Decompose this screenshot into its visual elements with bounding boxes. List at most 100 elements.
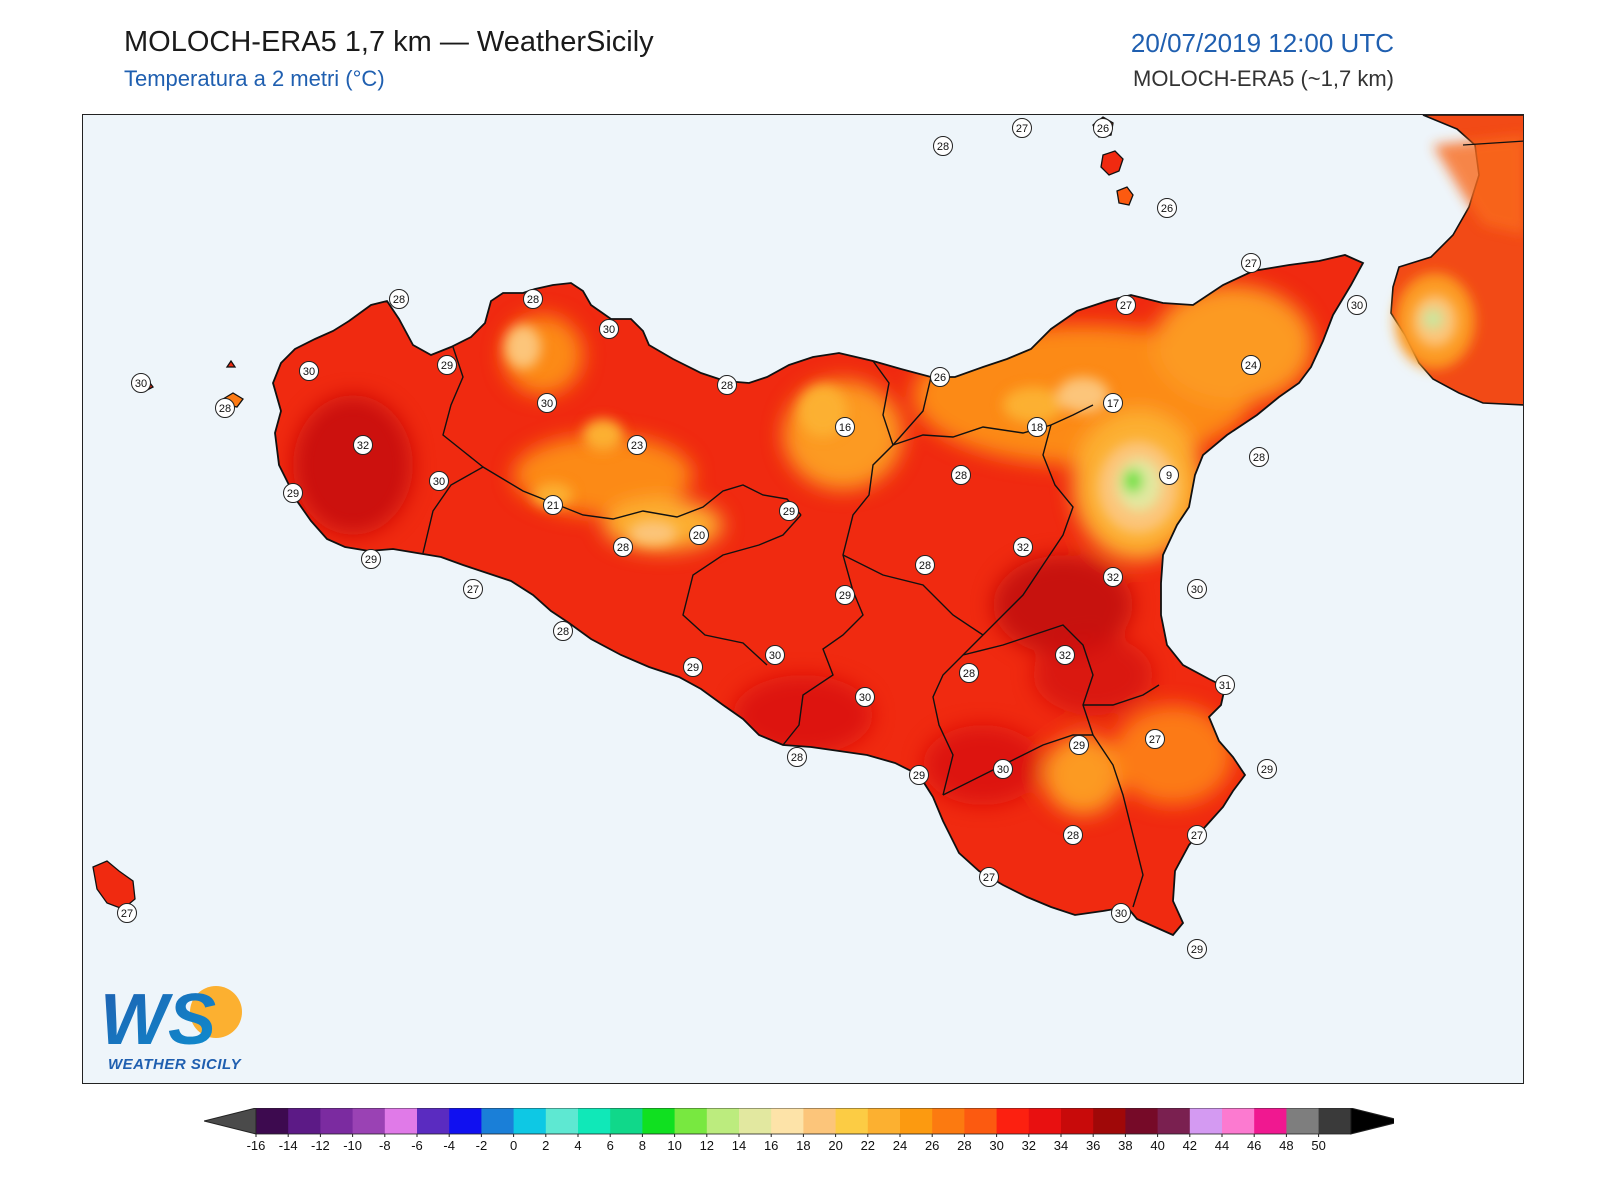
svg-text:29: 29 (365, 554, 377, 566)
temperature-label: 28 (787, 747, 807, 767)
colorbar-tick-label: 0 (510, 1138, 517, 1153)
colorbar-segment (352, 1108, 386, 1134)
colorbar-segment (835, 1108, 869, 1134)
colorbar-tick-label: 42 (1183, 1138, 1197, 1153)
svg-text:30: 30 (1191, 584, 1203, 596)
svg-text:27: 27 (983, 872, 995, 884)
svg-text:28: 28 (1067, 830, 1079, 842)
temperature-map[interactable]: 28 27 26 26 27 30 27 28 28 30 30 28 30 29 28 26 24 30 16 18… (82, 114, 1524, 1084)
temperature-label: 30 (131, 373, 151, 393)
colorbar-segment (771, 1108, 804, 1134)
svg-text:27: 27 (1120, 300, 1132, 312)
svg-text:28: 28 (393, 294, 405, 306)
colorbar-segment (545, 1108, 579, 1134)
svg-text:16: 16 (839, 422, 851, 434)
temperature-label: 28 (389, 289, 409, 309)
temperature-label: 28 (215, 398, 235, 418)
temperature-label: 30 (993, 759, 1013, 779)
colorbar-segment (1028, 1108, 1062, 1134)
forecast-datetime: 20/07/2019 12:00 UTC (1130, 28, 1394, 58)
colorbar-segment (674, 1108, 708, 1134)
colorbar-segment (417, 1108, 450, 1134)
temperature-label: 29 (1187, 939, 1207, 959)
svg-text:27: 27 (1191, 830, 1203, 842)
svg-text:30: 30 (603, 324, 615, 336)
colorbar-tick-label: 46 (1247, 1138, 1261, 1153)
colorbar-tick-label: 16 (764, 1138, 778, 1153)
temperature-label: 21 (543, 495, 563, 515)
temperature-label: 27 (979, 867, 999, 887)
svg-text:30: 30 (1351, 300, 1363, 312)
temperature-label: 28 (959, 663, 979, 683)
temperature-label: 28 (717, 375, 737, 395)
colorbar-tick-label: 2 (542, 1138, 549, 1153)
temperature-label: 32 (1055, 645, 1075, 665)
colorbar-tick-label: 44 (1215, 1138, 1229, 1153)
colorbar-tick-label: 26 (925, 1138, 939, 1153)
colorbar-tick-label: 38 (1118, 1138, 1132, 1153)
svg-text:17: 17 (1107, 398, 1119, 410)
colorbar-segment (1125, 1108, 1159, 1134)
svg-text:27: 27 (467, 584, 479, 596)
colorbar-tick-label: 36 (1086, 1138, 1100, 1153)
svg-text:30: 30 (859, 692, 871, 704)
colorbar-tick-label: -2 (476, 1138, 488, 1153)
colorbar-tick-label: 40 (1150, 1138, 1164, 1153)
svg-text:29: 29 (287, 488, 299, 500)
svg-text:28: 28 (1253, 452, 1265, 464)
colorbar-segment (1286, 1108, 1320, 1134)
svg-text:27: 27 (1245, 258, 1257, 270)
svg-text:29: 29 (687, 662, 699, 674)
colorbar-tick-label: -6 (411, 1138, 423, 1153)
temperature-label: 28 (1249, 447, 1269, 467)
temperature-label: 26 (1093, 118, 1113, 138)
colorbar-tick-label: -14 (279, 1138, 298, 1153)
svg-text:32: 32 (1059, 650, 1071, 662)
temperature-label: 28 (613, 537, 633, 557)
temperature-label: 20 (689, 525, 709, 545)
calabria-landmass (1390, 115, 1523, 406)
map-canvas: 28 27 26 26 27 30 27 28 28 30 30 28 30 29 28 26 24 30 16 18… (83, 115, 1523, 1083)
svg-text:20: 20 (693, 530, 705, 542)
temperature-label: 27 (1012, 118, 1032, 138)
svg-text:32: 32 (357, 440, 369, 452)
temperature-label: 23 (627, 435, 647, 455)
temperature-label: 32 (1013, 537, 1033, 557)
colorbar-segment (642, 1108, 676, 1134)
svg-text:26: 26 (934, 372, 946, 384)
temperature-label: 30 (1347, 295, 1367, 315)
temperature-label: 32 (1103, 567, 1123, 587)
svg-text:26: 26 (1097, 123, 1109, 135)
svg-text:30: 30 (541, 398, 553, 410)
weathersicily-logo: WS (96, 978, 256, 1078)
svg-text:24: 24 (1245, 360, 1257, 372)
temperature-colorbar: -16 -14 -12 -10 -8 -6 -4 -2 0 2 4 6 8 10 12 14 16 18 20 22 2… (203, 1107, 1403, 1161)
colorbar-segment (706, 1108, 740, 1134)
temperature-label: 29 (1257, 759, 1277, 779)
colorbar-segment (1157, 1108, 1191, 1134)
temperature-label: 28 (523, 289, 543, 309)
colorbar-segment (1189, 1108, 1223, 1134)
svg-text:28: 28 (955, 470, 967, 482)
svg-text:29: 29 (913, 770, 925, 782)
svg-text:29: 29 (839, 590, 851, 602)
colorbar-segment (513, 1108, 547, 1134)
temperature-label: 30 (855, 687, 875, 707)
svg-text:30: 30 (303, 366, 315, 378)
temperature-label: 26 (1157, 198, 1177, 218)
svg-text:28: 28 (791, 752, 803, 764)
colorbar-max-arrow (1350, 1107, 1403, 1135)
map-title: MOLOCH-ERA5 1,7 km — WeatherSicily (124, 26, 654, 58)
temperature-label: 29 (283, 483, 303, 503)
svg-text:32: 32 (1107, 572, 1119, 584)
colorbar-tick-label: 22 (861, 1138, 875, 1153)
svg-text:29: 29 (1073, 740, 1085, 752)
svg-text:23: 23 (631, 440, 643, 452)
temperature-label: 27 (1187, 825, 1207, 845)
svg-text:WS: WS (100, 980, 216, 1058)
temperature-label: 9 (1159, 465, 1179, 485)
svg-text:18: 18 (1031, 422, 1043, 434)
colorbar-segment (964, 1108, 998, 1134)
colorbar-segment (288, 1108, 321, 1134)
colorbar-segment (1061, 1108, 1094, 1134)
